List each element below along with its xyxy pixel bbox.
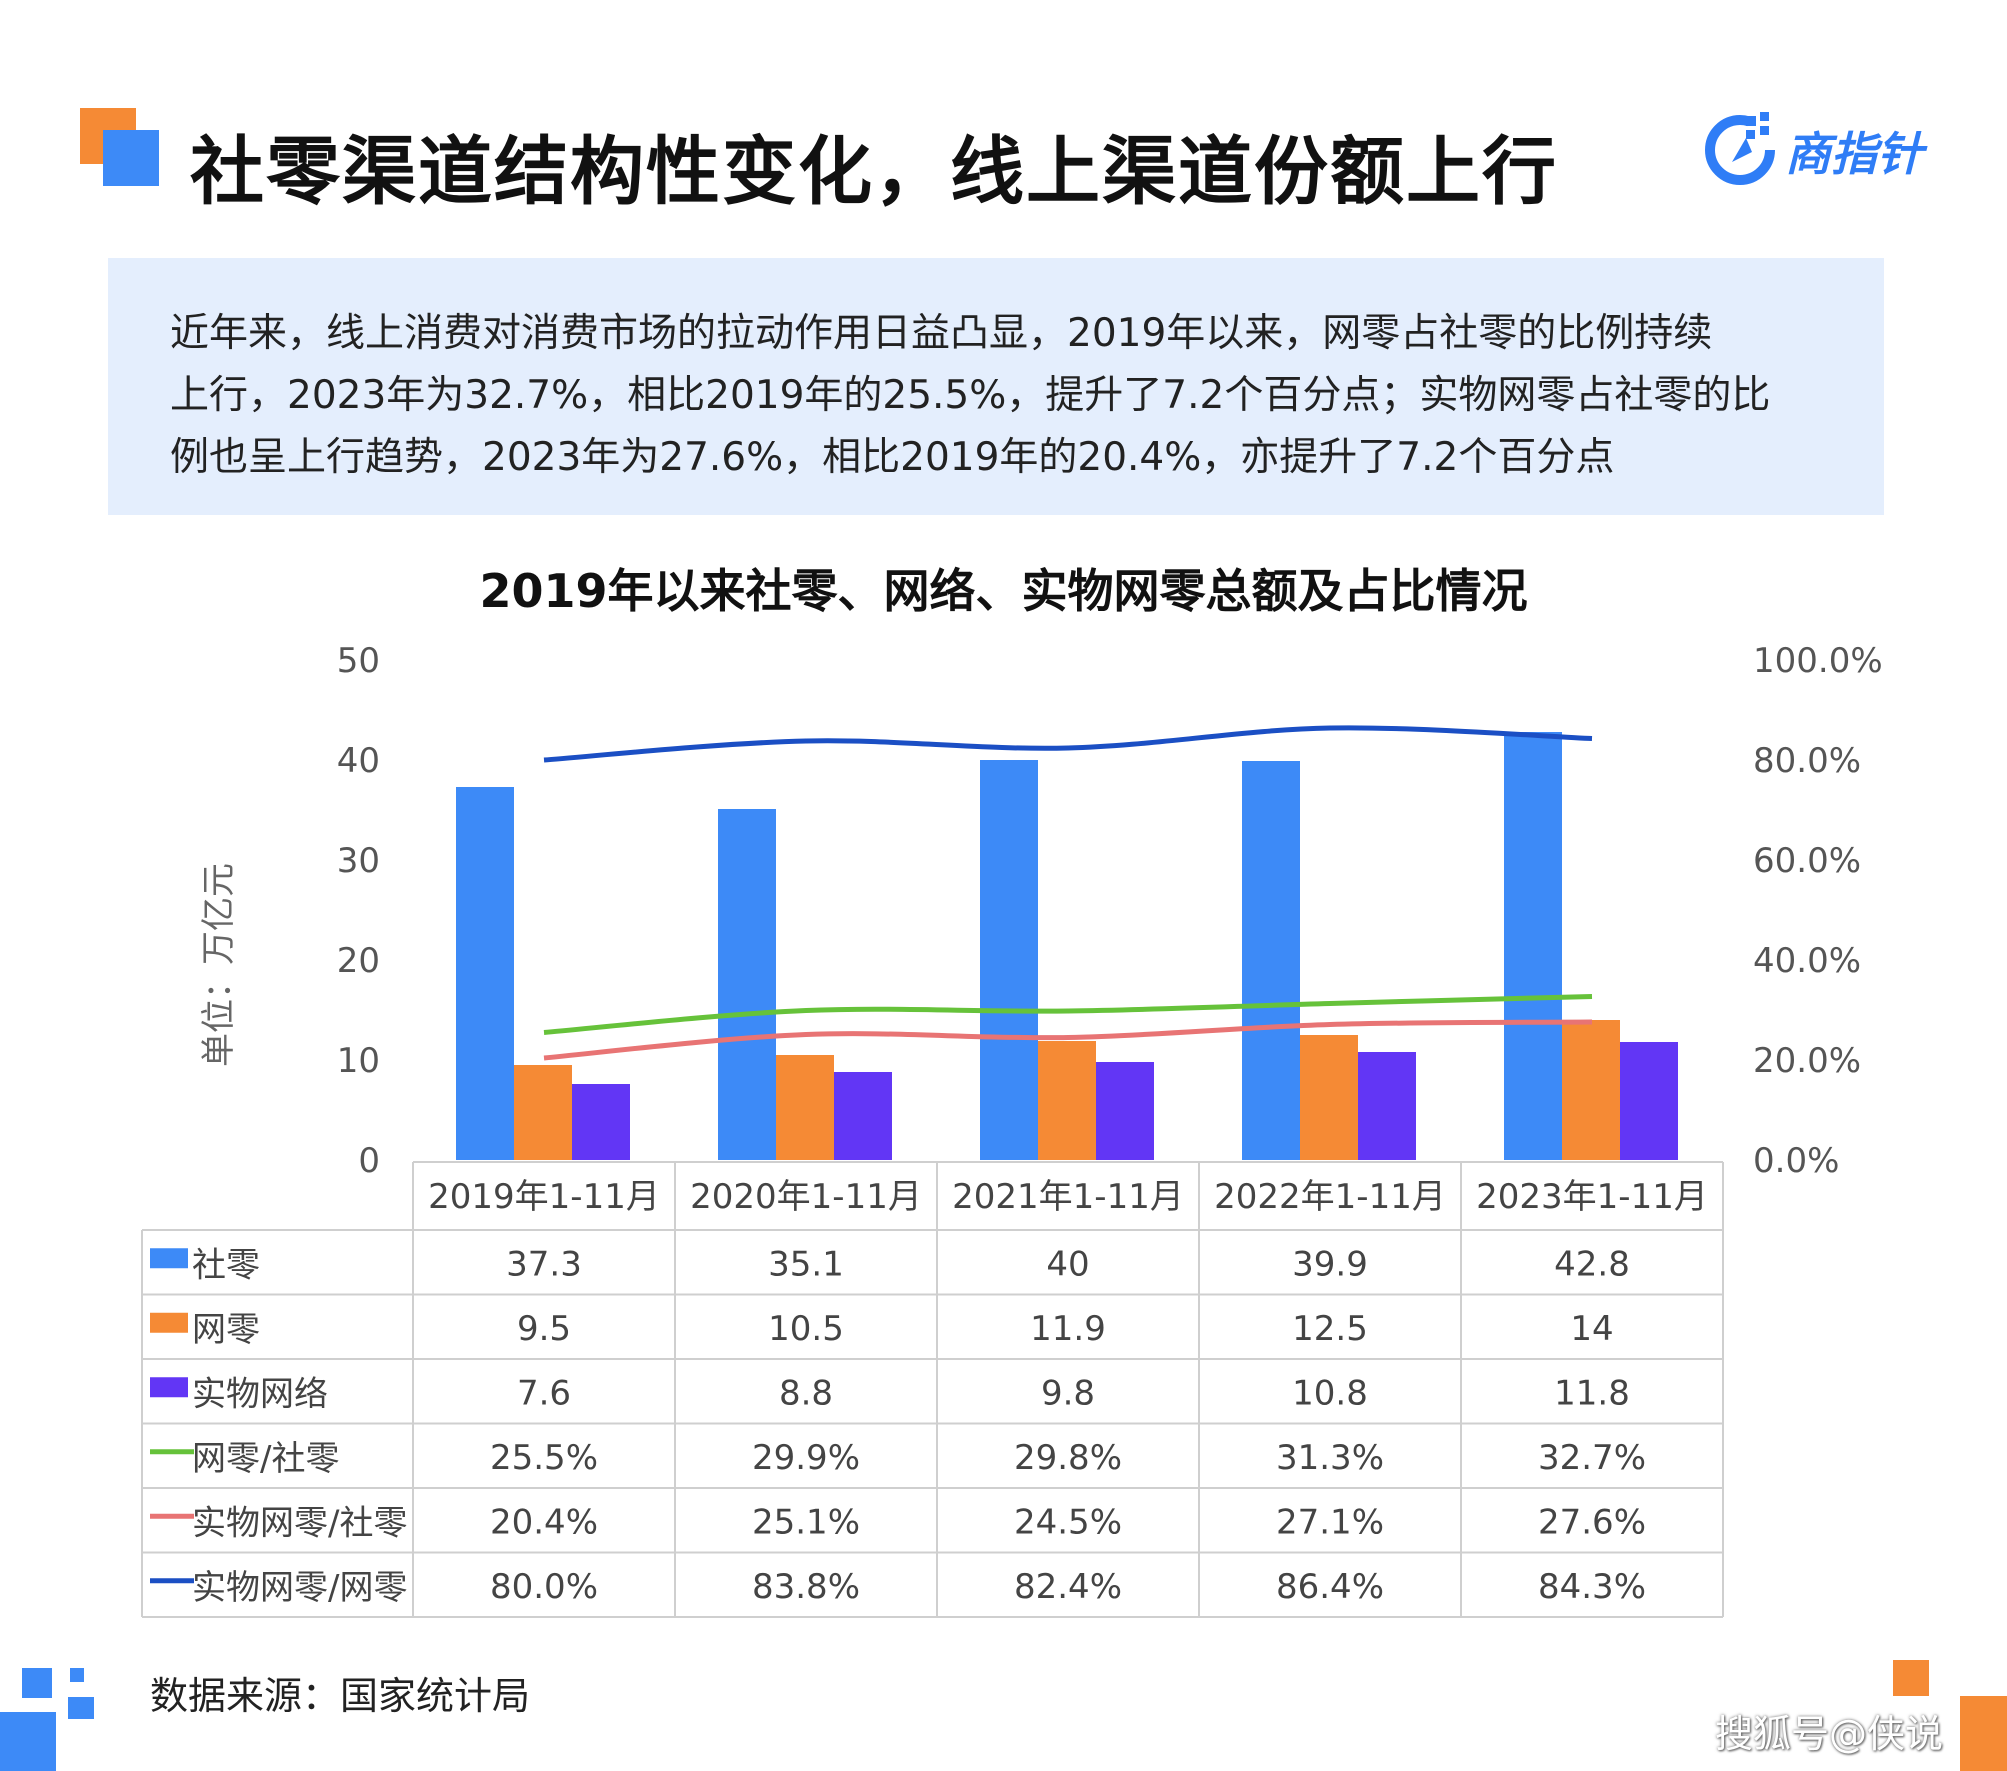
table-cell: 10.8: [1292, 1373, 1368, 1413]
corner-square-br-2: [1960, 1696, 2007, 1771]
bar-网零: [514, 1065, 572, 1160]
y2-tick-label: 80.0%: [1753, 741, 1861, 781]
summary-box: 近年来，线上消费对消费市场的拉动作用日益凸显，2019年以来，网零占社零的比例持…: [108, 258, 1884, 515]
table-cell: 39.9: [1292, 1244, 1368, 1284]
bar-实物网络: [1096, 1062, 1154, 1160]
logo-text: 商指针: [1785, 127, 1923, 181]
corner-square-br-1: [1893, 1660, 1929, 1696]
x-tick-label: 2023年1-11月: [1476, 1177, 1708, 1217]
y-tick-label: 40: [337, 741, 380, 781]
table-cell: 25.1%: [752, 1502, 860, 1542]
y-tick-label: 0: [358, 1141, 380, 1181]
line-实物网零/网零: [543, 725, 1593, 763]
corner-square-bl-1: [22, 1668, 52, 1698]
table-cell: 24.5%: [1014, 1502, 1122, 1542]
table-cell: 29.9%: [752, 1438, 860, 1478]
bar-社零: [980, 760, 1038, 1160]
bar-网零: [1300, 1035, 1358, 1160]
y2-tick-label: 60.0%: [1753, 841, 1861, 881]
table-cell: 82.4%: [1014, 1567, 1122, 1607]
table-cell: 37.3: [506, 1244, 582, 1284]
table-cell: 27.1%: [1276, 1502, 1384, 1542]
y-tick-label: 50: [337, 641, 380, 681]
table-cell: 9.8: [1041, 1373, 1095, 1413]
legend-swatch-实物网络: [150, 1377, 188, 1398]
legend-label-实物网零/社零: 实物网零/社零: [192, 1503, 407, 1543]
table-cell: 25.5%: [490, 1438, 598, 1478]
table-cell: 20.4%: [490, 1502, 598, 1542]
table-cell: 40: [1046, 1244, 1089, 1284]
page-title: 社零渠道结构性变化，线上渠道份额上行: [190, 129, 1558, 215]
y-tick-label: 10: [337, 1041, 380, 1081]
table-cell: 29.8%: [1014, 1438, 1122, 1478]
table-cell: 8.8: [779, 1373, 833, 1413]
table-cell: 31.3%: [1276, 1438, 1384, 1478]
line-网零/社零: [543, 994, 1593, 1035]
legend-label-实物网络: 实物网络: [192, 1374, 328, 1414]
bar-实物网络: [834, 1072, 892, 1160]
bar-网零: [1038, 1041, 1096, 1160]
table-cell: 12.5: [1292, 1309, 1368, 1349]
bar-社零: [456, 787, 514, 1160]
y2-tick-label: 0.0%: [1753, 1141, 1839, 1181]
y2-tick-label: 20.0%: [1753, 1041, 1861, 1081]
chart-title: 2019年以来社零、网络、实物网零总额及占比情况: [479, 564, 1528, 618]
y2-tick-label: 100.0%: [1753, 641, 1883, 681]
legend-swatch-网零: [150, 1312, 188, 1333]
bar-实物网络: [1358, 1052, 1416, 1160]
y-tick-label: 30: [337, 841, 380, 881]
table-cell: 84.3%: [1538, 1567, 1646, 1607]
bar-社零: [718, 809, 776, 1160]
table-cell: 83.8%: [752, 1567, 860, 1607]
y-tick-label: 20: [337, 941, 380, 981]
y-axis-label: 单位：万亿元: [199, 863, 239, 1067]
bar-实物网络: [1620, 1042, 1678, 1160]
data-source: 数据来源：国家统计局: [150, 1674, 531, 1718]
table-cell: 32.7%: [1538, 1438, 1646, 1478]
table-cell: 9.5: [517, 1309, 571, 1349]
corner-square-bl-3: [68, 1697, 94, 1719]
table-cell: 27.6%: [1538, 1502, 1646, 1542]
corner-square-bl-2: [70, 1668, 84, 1682]
legend-label-社零: 社零: [192, 1245, 260, 1285]
bar-网零: [776, 1055, 834, 1160]
bar-社零: [1242, 761, 1300, 1160]
watermark: 搜狐号@侠说: [1715, 1712, 1944, 1756]
legend-label-实物网零/网零: 实物网零/网零: [192, 1568, 407, 1608]
compass-logo-icon: [1705, 112, 1775, 185]
table-cell: 10.5: [768, 1309, 844, 1349]
summary-line-1: 近年来，线上消费对消费市场的拉动作用日益凸显，2019年以来，网零占社零的比例持…: [170, 311, 1713, 356]
legend-swatch-社零: [150, 1248, 188, 1269]
table-cell: 14: [1570, 1309, 1613, 1349]
line-实物网零/社零: [543, 1019, 1593, 1061]
y2-tick-label: 40.0%: [1753, 941, 1861, 981]
x-tick-label: 2021年1-11月: [952, 1177, 1184, 1217]
x-tick-label: 2020年1-11月: [690, 1177, 922, 1217]
table-cell: 7.6: [517, 1373, 571, 1413]
table-cell: 80.0%: [490, 1567, 598, 1607]
table-cell: 11.9: [1030, 1309, 1106, 1349]
title-blue-square: [103, 130, 159, 186]
table-cell: 35.1: [768, 1244, 844, 1284]
x-tick-label: 2022年1-11月: [1214, 1177, 1446, 1217]
bar-社零: [1504, 732, 1562, 1160]
legend-label-网零/社零: 网零/社零: [192, 1439, 339, 1479]
x-tick-label: 2019年1-11月: [428, 1177, 660, 1217]
bar-网零: [1562, 1020, 1620, 1160]
table-cell: 11.8: [1554, 1373, 1630, 1413]
summary-line-2: 上行，2023年为32.7%，相比2019年的25.5%，提升了7.2个百分点；…: [170, 373, 1771, 418]
bar-实物网络: [572, 1084, 630, 1160]
corner-square-bl-4: [0, 1712, 56, 1771]
summary-line-3: 例也呈上行趋势，2023年为27.6%，相比2019年的20.4%，亦提升了7.…: [170, 435, 1615, 480]
table-cell: 42.8: [1554, 1244, 1630, 1284]
legend-label-网零: 网零: [192, 1310, 260, 1350]
table-cell: 86.4%: [1276, 1567, 1384, 1607]
